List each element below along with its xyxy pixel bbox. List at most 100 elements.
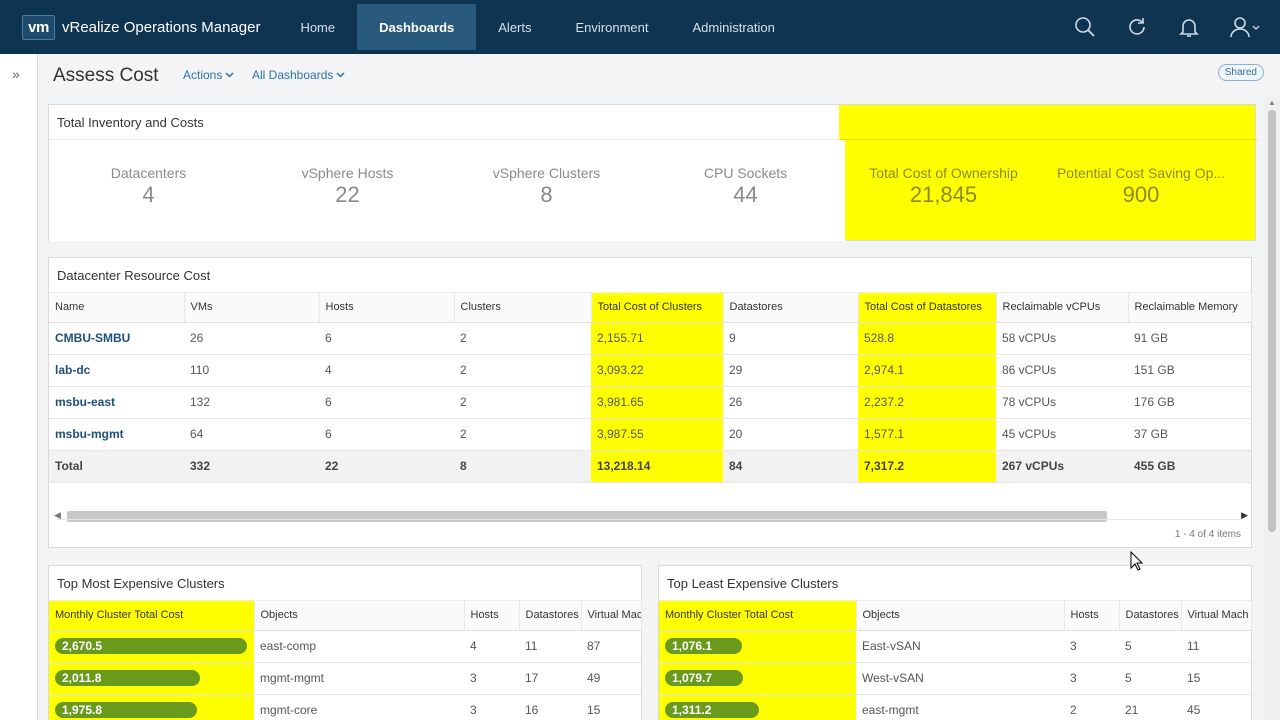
datacenter-name-link[interactable]: lab-dc (49, 354, 184, 387)
column-header-datastores[interactable]: Datastores (723, 293, 859, 323)
cell-vms: 64 (184, 418, 319, 451)
column-header-datastores[interactable]: Datastores (519, 601, 582, 631)
table-row[interactable]: 1,076.1 East-vSAN 3 5 11 (659, 630, 1251, 663)
vmware-logo[interactable]: vm vRealize Operations Manager (22, 14, 260, 40)
cell-object-link[interactable]: mgmt-mgmt (254, 662, 464, 695)
cost-bar: 1,079.7 (665, 670, 743, 686)
cell-clusters: 2 (454, 418, 591, 451)
kpi-label: vSphere Hosts (301, 165, 394, 181)
tab-alerts[interactable]: Alerts (498, 19, 532, 35)
page-title: Assess Cost (53, 65, 159, 86)
datacenter-name-link[interactable]: CMBU-SMBU (49, 322, 184, 355)
column-header-reclaimable-memory[interactable]: Reclaimable Memory (1128, 293, 1252, 323)
column-header-objects[interactable]: Objects (856, 601, 1065, 631)
cell-datastores: 26 (723, 386, 858, 419)
table-row[interactable]: 2,670.5 east-comp 4 11 87 (49, 630, 641, 663)
cell-clusters: 2 (454, 354, 591, 387)
cell-datastores: 5 (1119, 630, 1181, 663)
cell-object-link[interactable]: east-comp (254, 630, 464, 663)
actions-menu[interactable]: Actions (183, 68, 234, 82)
cell-reclaimable-memory: 176 GB (1128, 386, 1251, 419)
scroll-left-icon[interactable]: ◀ (54, 510, 61, 520)
datacenter-name-link[interactable]: msbu-mgmt (49, 418, 184, 451)
most-expensive-clusters-panel: Top Most Expensive Clusters Monthly Clus… (48, 565, 642, 720)
cell-object-link[interactable]: West-vSAN (856, 662, 1064, 695)
column-header-name[interactable]: Name (49, 293, 185, 323)
column-header-reclaimable-vcpus[interactable]: Reclaimable vCPUs (996, 293, 1129, 323)
tab-administration[interactable]: Administration (692, 19, 775, 35)
cell-datastores: 16 (519, 694, 581, 720)
column-header-vms[interactable]: VMs (184, 293, 320, 323)
table-header-row: Name VMs Hosts Clusters Total Cost of Cl… (49, 293, 1252, 323)
user-icon[interactable] (1230, 16, 1260, 38)
kpi-value: 21,845 (909, 182, 978, 207)
table-total-row: Total 332 22 8 13,218.14 84 7,317.2 267 … (49, 450, 1251, 483)
cell-total-cost-datastores: 1,577.1 (858, 418, 996, 451)
kpi-label: Total Cost of Ownership (869, 165, 1018, 181)
column-header-total-cost-datastores[interactable]: Total Cost of Datastores (858, 293, 997, 323)
table-row[interactable]: 1,079.7 West-vSAN 3 5 15 (659, 662, 1251, 695)
cell-monthly-cost: 1,975.8 (49, 694, 254, 720)
column-header-objects[interactable]: Objects (254, 601, 465, 631)
panel-title: Datacenter Resource Cost (49, 258, 1251, 293)
scrollbar-thumb[interactable] (1268, 110, 1276, 532)
cell-datastores: 29 (723, 354, 858, 387)
cell-hosts: 6 (319, 418, 454, 451)
kpi-vsphere-clusters: vSphere Clusters 8 (447, 140, 646, 241)
refresh-icon[interactable] (1126, 16, 1148, 38)
cell-reclaimable-vcpus: 58 vCPUs (996, 322, 1128, 355)
column-header-datastores[interactable]: Datastores (1119, 601, 1182, 631)
cell-hosts: 3 (464, 662, 519, 695)
tab-home[interactable]: Home (300, 19, 336, 35)
all-dashboards-menu[interactable]: All Dashboards (252, 68, 345, 82)
cell-object-link[interactable]: mgmt-core (254, 694, 464, 720)
column-header-monthly-cost[interactable]: Monthly Cluster Total Cost (659, 601, 857, 631)
column-header-hosts[interactable]: Hosts (1064, 601, 1120, 631)
table-row[interactable]: 1,975.8 mgmt-core 3 16 15 (49, 694, 641, 720)
column-header-hosts[interactable]: Hosts (319, 293, 455, 323)
datacenter-name-link[interactable]: msbu-east (49, 386, 184, 419)
expand-rail-icon[interactable]: » (12, 66, 20, 82)
bell-icon[interactable] (1178, 16, 1200, 38)
column-header-monthly-cost[interactable]: Monthly Cluster Total Cost (49, 601, 255, 631)
cell-virtual-machines: 15 (1181, 662, 1251, 695)
kpi-label: Potential Cost Saving Op... (1056, 165, 1226, 181)
scroll-up-icon[interactable]: ▲ (1268, 98, 1276, 107)
kpi-value: 4 (142, 182, 155, 207)
cell-hosts: 6 (319, 386, 454, 419)
column-header-clusters[interactable]: Clusters (454, 293, 592, 323)
table-row[interactable]: 2,011.8 mgmt-mgmt 3 17 49 (49, 662, 641, 695)
table-row[interactable]: msbu-east 132 6 2 3,981.65 26 2,237.2 78… (49, 386, 1251, 419)
column-header-virtual-machines[interactable]: Virtual Mach (1181, 601, 1252, 631)
search-icon[interactable] (1074, 16, 1096, 38)
table-row[interactable]: CMBU-SMBU 26 6 2 2,155.71 9 528.8 58 vCP… (49, 322, 1251, 355)
kpi-value: 44 (733, 182, 758, 207)
cell-virtual-machines: 49 (581, 662, 641, 695)
table-row[interactable]: 1,311.2 east-mgmt 2 21 45 (659, 694, 1251, 720)
cell-total-cost-clusters: 3,987.55 (591, 418, 723, 451)
shared-badge: Shared (1217, 64, 1264, 81)
column-header-total-cost-clusters[interactable]: Total Cost of Clusters (591, 293, 724, 323)
cell-hosts: 2 (1064, 694, 1119, 720)
cell-hosts: 3 (1064, 630, 1119, 663)
cell-hosts: 4 (464, 630, 519, 663)
tab-environment[interactable]: Environment (575, 19, 649, 35)
cost-bar: 2,670.5 (55, 638, 247, 654)
column-header-virtual-machines[interactable]: Virtual Mach (581, 601, 642, 631)
table-row[interactable]: msbu-mgmt 64 6 2 3,987.55 20 1,577.1 45 … (49, 418, 1251, 451)
table-row[interactable]: lab-dc 110 4 2 3,093.22 29 2,974.1 86 vC… (49, 354, 1251, 387)
cell-virtual-machines: 87 (581, 630, 641, 663)
tab-dashboards[interactable]: Dashboards (357, 4, 477, 50)
cell-reclaimable-memory: 37 GB (1128, 418, 1251, 451)
cell-object-link[interactable]: East-vSAN (856, 630, 1064, 663)
cell-reclaimable-vcpus: 45 vCPUs (996, 418, 1128, 451)
page-scrollbar[interactable]: ▲ (1264, 96, 1280, 720)
kpi-label: CPU Sockets (703, 165, 788, 181)
cell-object-link[interactable]: east-mgmt (856, 694, 1064, 720)
column-header-hosts[interactable]: Hosts (464, 601, 520, 631)
table-horizontal-scrollbar[interactable]: ◀ ▶ (49, 508, 1251, 524)
scroll-right-icon[interactable]: ▶ (1241, 510, 1248, 520)
cell-total-cost-clusters: 3,981.65 (591, 386, 723, 419)
cell-datastores: 9 (723, 322, 858, 355)
scrollbar-thumb[interactable] (67, 511, 1107, 522)
